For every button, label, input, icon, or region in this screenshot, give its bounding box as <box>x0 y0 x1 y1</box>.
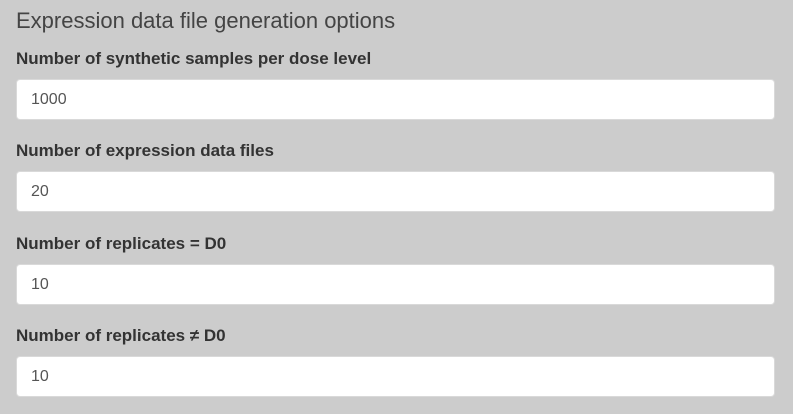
expression-files-field-group: Number of expression data files <box>16 139 776 212</box>
replicates-not-equal-d0-field-group: Number of replicates ≠ D0 <box>16 324 776 397</box>
replicates-not-equal-d0-input[interactable] <box>16 356 775 397</box>
replicates-equal-d0-label: Number of replicates = D0 <box>16 234 227 253</box>
expression-files-label: Number of expression data files <box>16 141 274 160</box>
replicates-not-equal-d0-label: Number of replicates ≠ D0 <box>16 326 226 345</box>
samples-per-dose-field-group: Number of synthetic samples per dose lev… <box>16 47 776 120</box>
samples-per-dose-label: Number of synthetic samples per dose lev… <box>16 49 372 68</box>
replicates-equal-d0-field-group: Number of replicates = D0 <box>16 232 776 305</box>
samples-per-dose-input[interactable] <box>16 79 775 120</box>
replicates-equal-d0-input[interactable] <box>16 264 775 305</box>
expression-files-input[interactable] <box>16 171 775 212</box>
section-title: Expression data file generation options <box>16 8 396 33</box>
